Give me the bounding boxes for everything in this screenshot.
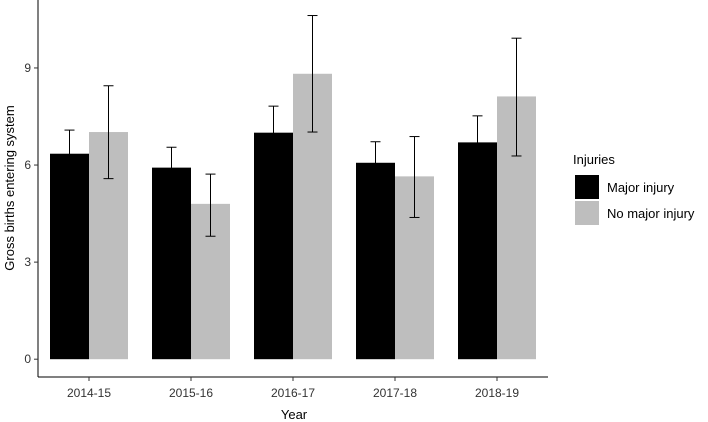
y-tick-label: 6 <box>24 158 31 172</box>
legend-key-major-injury <box>575 175 599 199</box>
x-tick-label: 2017-18 <box>373 386 417 400</box>
error-bar <box>268 105 279 162</box>
x-tick-label: 2015-16 <box>169 386 213 400</box>
legend-key-no-major-injury <box>575 201 599 225</box>
bar-major-injury-2014-15 <box>50 153 89 360</box>
legend-label: No major injury <box>607 206 695 221</box>
error-bar <box>64 129 75 179</box>
legend-label: Major injury <box>607 180 675 195</box>
error-bar <box>166 146 177 190</box>
y-tick-label: 3 <box>24 255 31 269</box>
y-tick-label: 0 <box>24 352 31 366</box>
y-axis-title: Gross births entering system <box>2 105 17 270</box>
error-bar <box>511 37 522 157</box>
bar-major-injury-2018-19 <box>458 142 497 360</box>
x-axis-title: Year <box>281 407 308 422</box>
x-tick-label: 2016-17 <box>271 386 315 400</box>
legend-title: Injuries <box>573 152 615 167</box>
error-bar <box>409 136 420 218</box>
error-bar <box>370 141 381 187</box>
bar-major-injury-2016-17 <box>254 132 293 360</box>
y-tick-label: 9 <box>24 61 31 75</box>
error-bar <box>307 15 318 133</box>
bar-major-injury-2017-18 <box>356 162 395 360</box>
bar-major-injury-2015-16 <box>152 167 191 360</box>
error-bar <box>472 115 483 171</box>
error-bar <box>103 85 114 180</box>
error-bar <box>205 173 216 237</box>
x-tick-label: 2014-15 <box>67 386 111 400</box>
legend: Injuries Major injury No major injury <box>573 152 695 225</box>
x-tick-label: 2018-19 <box>475 386 519 400</box>
plot-area: 0 3 6 9 2014-15 2015-16 2016-17 2017-18 2018-19 <box>24 0 548 400</box>
